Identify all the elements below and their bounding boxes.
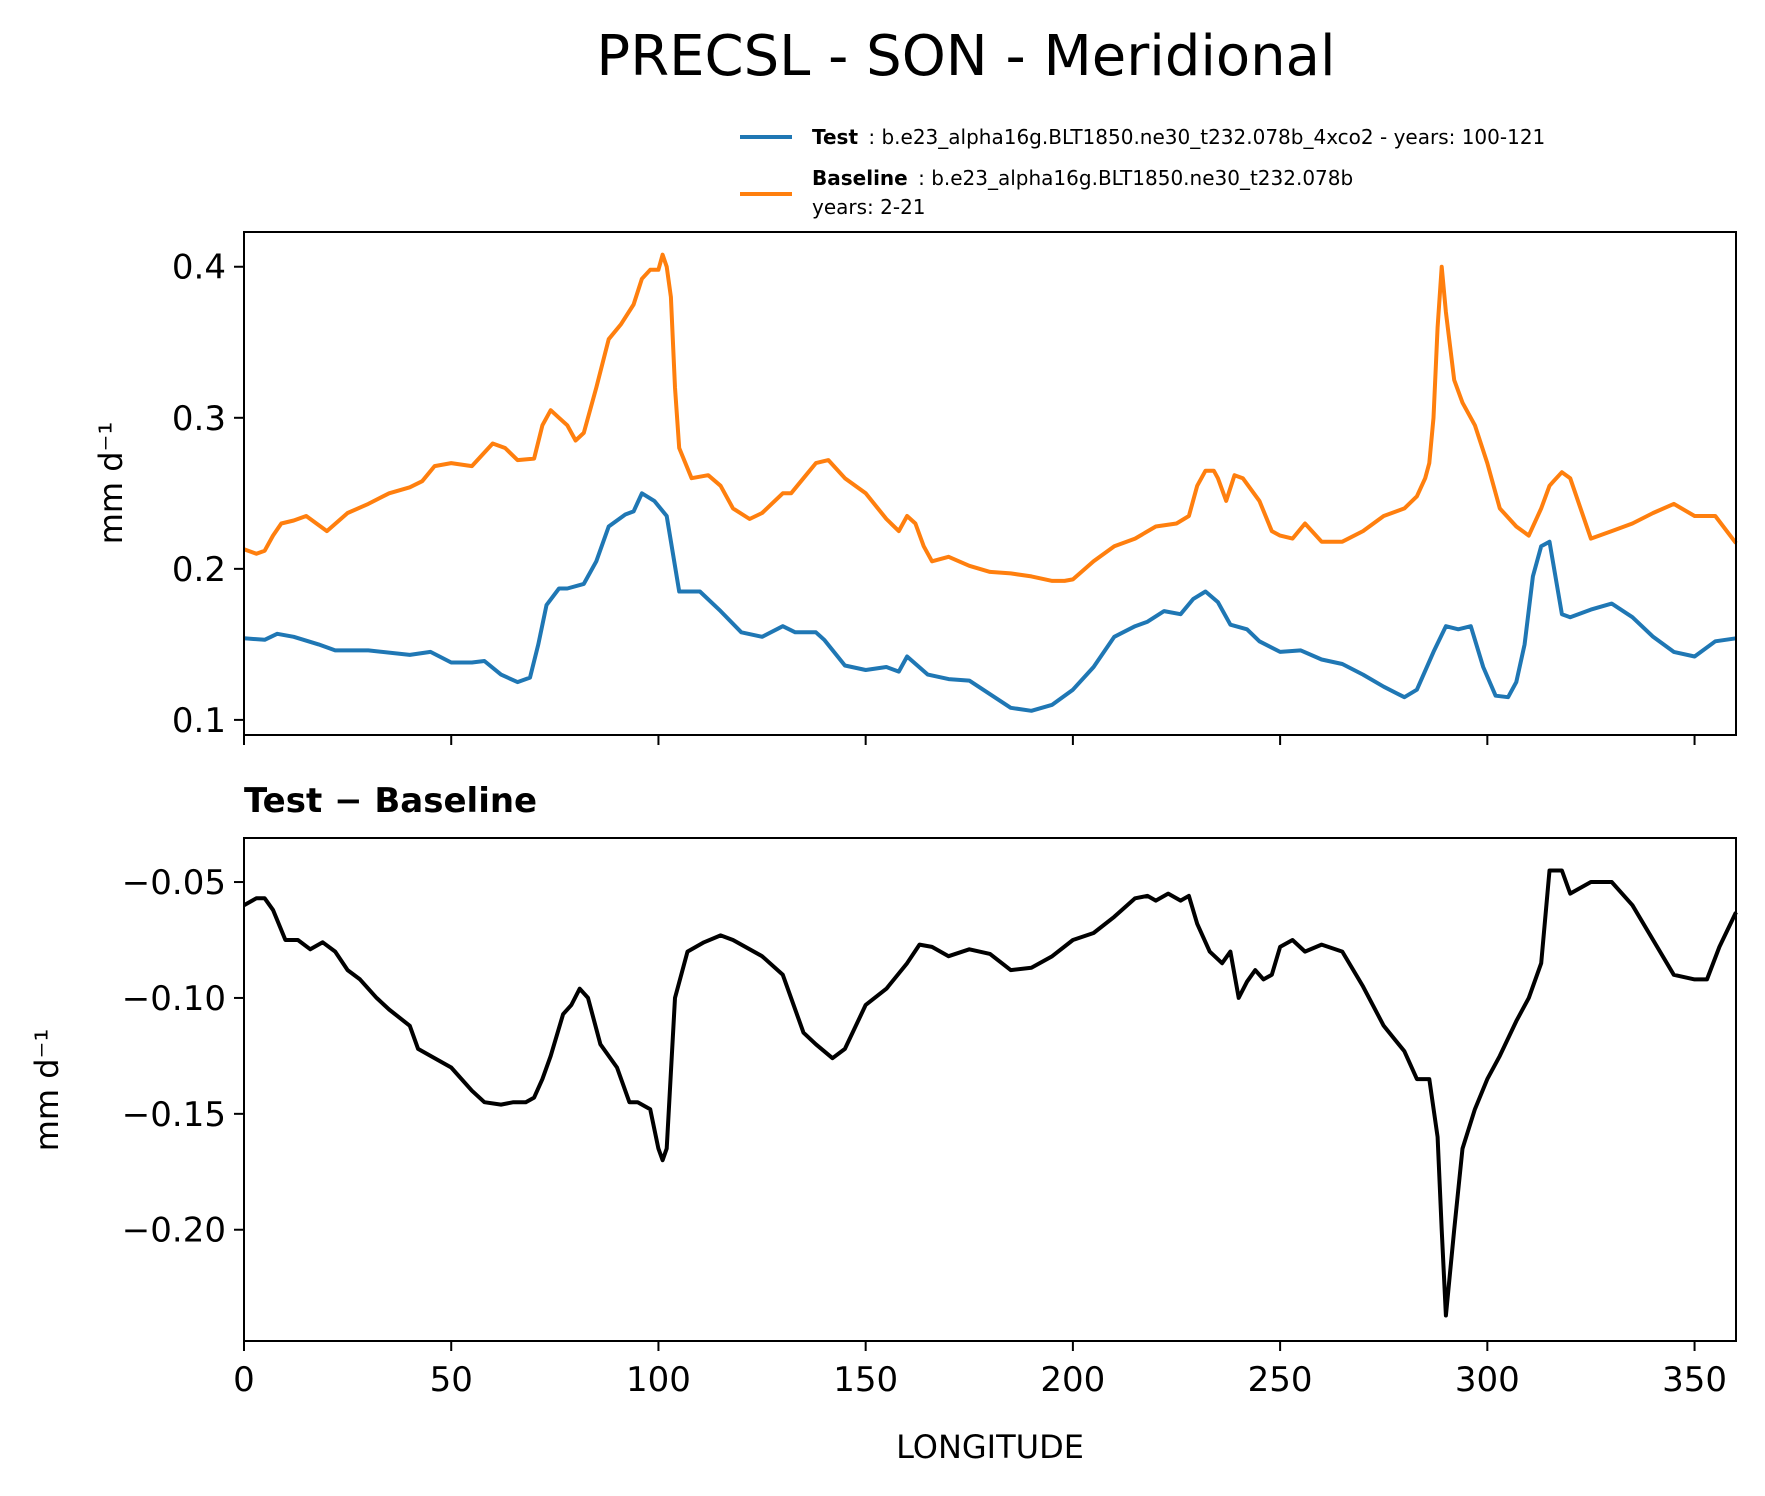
top-ticks-group: 0.1 0.2 0.3 0.4 <box>172 248 1696 745</box>
legend-desc-test: : b.e23_alpha16g.BLT1850.ne30_t232.078b_… <box>868 125 1545 149</box>
top-panel: 0.1 0.2 0.3 0.4 mm d⁻¹ <box>92 231 1738 745</box>
top-ytick-label: 0.1 <box>172 701 226 741</box>
bottom-ticks-group: −0.05 −0.10 −0.15 −0.20 0 50 100 150 200 250 300 35… <box>122 863 1727 1400</box>
xlabel: LONGITUDE <box>896 1428 1084 1466</box>
bottom-ylabel: mm d⁻¹ <box>28 1029 66 1152</box>
svg-text:Test : b.e23_alpha16g.BL: Test : b.e23_alpha16g.BLT1850.ne30_t232.… <box>812 125 1545 149</box>
bottom-axes-frame <box>243 837 1737 1342</box>
bottom-ytick-label: −0.20 <box>122 1211 226 1251</box>
bottom-xtick-label: 50 <box>430 1360 473 1400</box>
top-ylabel: mm d⁻¹ <box>92 422 130 545</box>
bottom-series-line-test-baseline <box>243 868 1738 1318</box>
bottom-xtick-label: 300 <box>1455 1360 1520 1400</box>
diff-subtitle: Test − Baseline <box>244 781 537 821</box>
bottom-ytick-label: −0.15 <box>122 1095 226 1135</box>
bottom-xtick-label: 150 <box>833 1360 898 1400</box>
bottom-series-group <box>243 868 1738 1318</box>
legend-desc2-baseline: years: 2-21 <box>812 195 926 219</box>
bottom-xtick-label: 100 <box>626 1360 691 1400</box>
bottom-xtick-label: 200 <box>1040 1360 1105 1400</box>
legend: Test : b.e23_alpha16g.BLT1850.ne30_t232.… <box>740 125 1545 219</box>
svg-text:Baseline : b.e23_alpha16: Baseline : b.e23_alpha16g.BLT1850.ne30_t… <box>812 166 1353 190</box>
chart-title: PRECSL - SON - Meridional <box>596 24 1335 89</box>
top-ytick-label: 0.4 <box>172 248 226 288</box>
top-series-line-test <box>243 491 1737 713</box>
top-ytick-label: 0.3 <box>172 399 226 439</box>
bottom-xtick-label: 350 <box>1662 1360 1727 1400</box>
top-axes-frame <box>243 231 1737 736</box>
bottom-ytick-label: −0.05 <box>122 863 226 903</box>
top-series-group <box>243 252 1738 713</box>
bottom-xtick-label: 0 <box>233 1360 255 1400</box>
legend-desc-baseline: : b.e23_alpha16g.BLT1850.ne30_t232.078b <box>918 166 1353 190</box>
bottom-panel: Test − Baseline −0.05 −0.10 −0.15 −0.20 0 50 1… <box>28 781 1738 1466</box>
bottom-xtick-label: 250 <box>1248 1360 1313 1400</box>
legend-label-baseline: Baseline <box>812 166 908 190</box>
top-ytick-label: 0.2 <box>172 550 226 590</box>
legend-label-test: Test <box>812 125 858 149</box>
top-series-line-baseline <box>243 252 1738 583</box>
bottom-ytick-label: −0.10 <box>122 979 226 1019</box>
